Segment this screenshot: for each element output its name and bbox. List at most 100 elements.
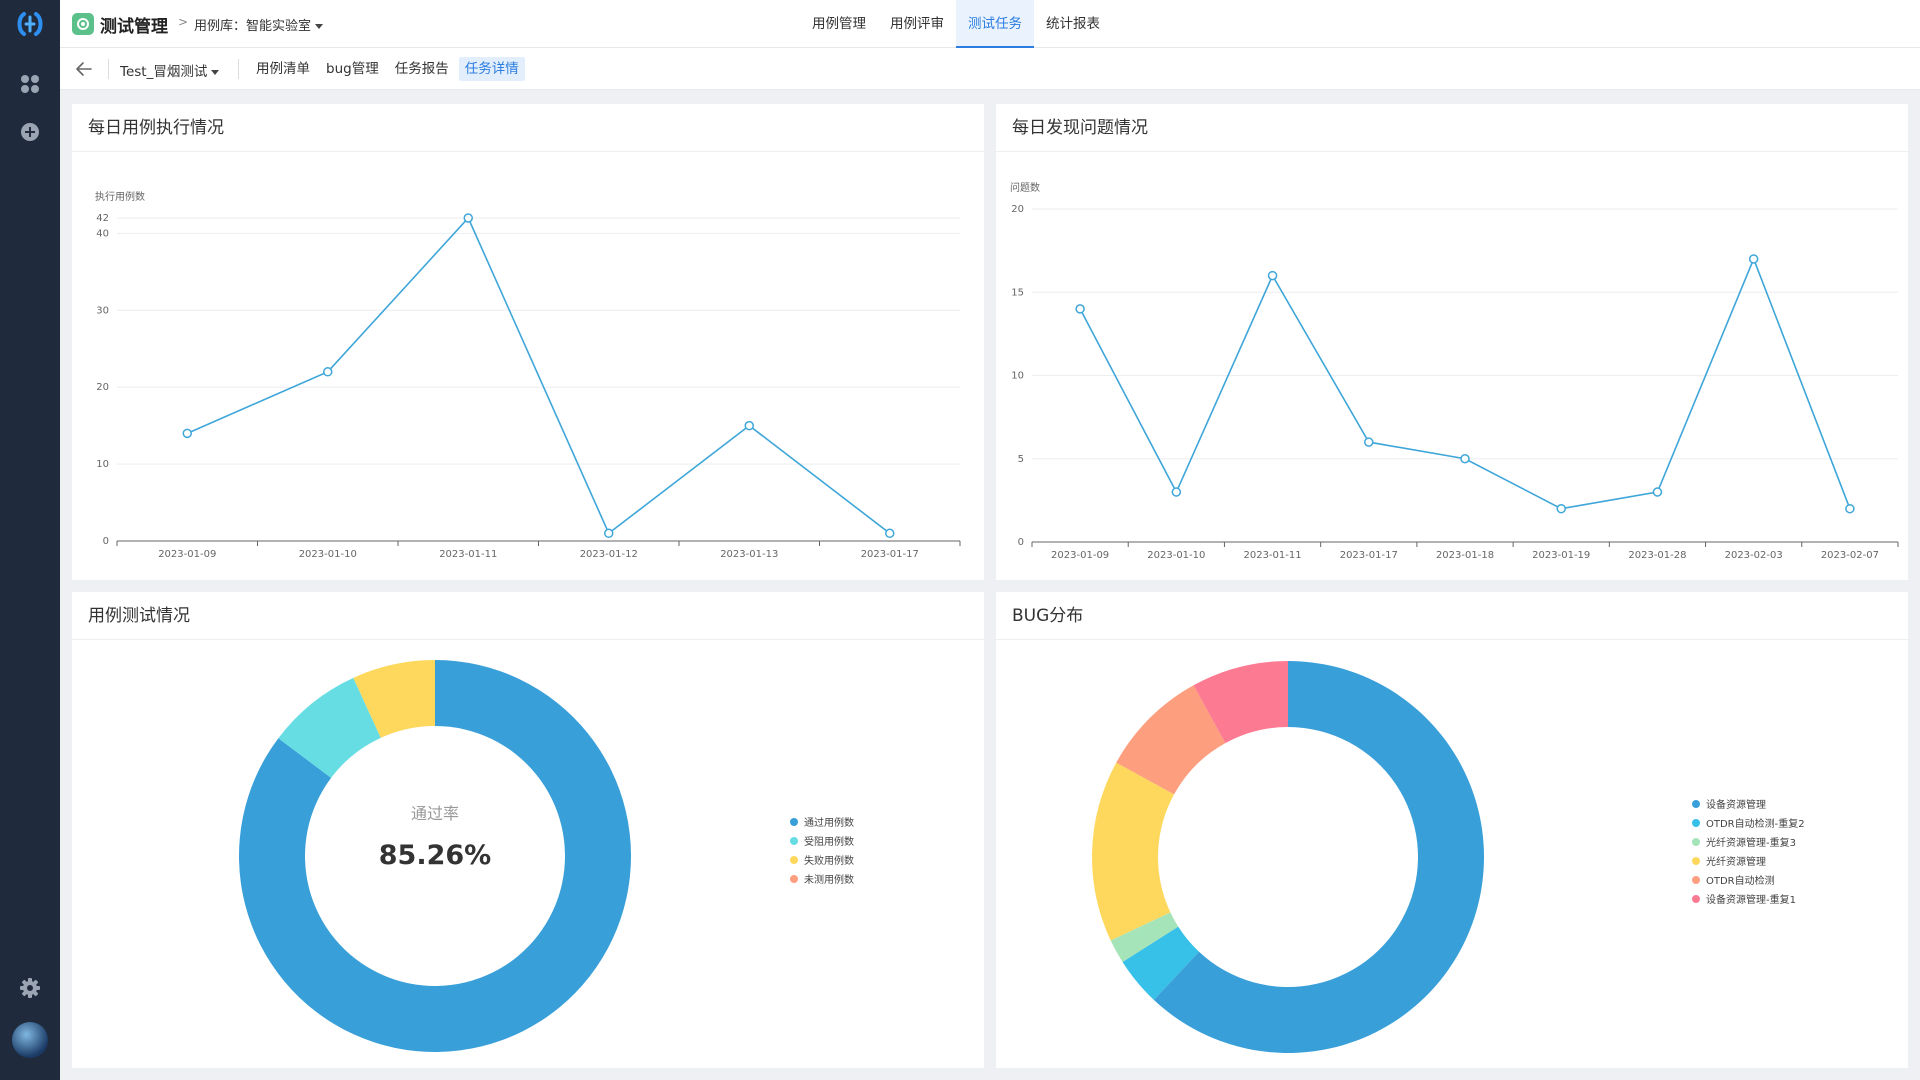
legend-item[interactable]: 受阻用例数	[790, 831, 854, 850]
app-logo-icon[interactable]	[14, 8, 46, 40]
x-tick-label: 2023-01-11	[439, 549, 497, 560]
x-tick-label: 2023-01-18	[1436, 550, 1494, 561]
x-tick-label: 2023-01-09	[1051, 550, 1109, 561]
legend-label: 光纤资源管理	[1706, 857, 1766, 868]
y-tick-label: 20	[1011, 204, 1024, 215]
legend-label: OTDR自动检测	[1706, 876, 1775, 887]
add-circle-icon[interactable]	[18, 120, 42, 144]
donut-slice	[239, 660, 632, 1052]
donut-slice	[1193, 661, 1288, 744]
x-tick-label: 2023-01-10	[1147, 550, 1205, 561]
y-tick-label: 42	[96, 213, 109, 224]
x-tick-label: 2023-01-11	[1243, 550, 1301, 561]
y-tick-label: 15	[1011, 287, 1024, 298]
series-line	[186, 216, 891, 535]
legend-item[interactable]: 光纤资源管理	[1692, 851, 1805, 870]
legend-item[interactable]: 光纤资源管理-重复3	[1692, 832, 1805, 851]
legend-item[interactable]: OTDR自动检测	[1692, 870, 1805, 889]
legend-dot	[1692, 894, 1700, 903]
x-tick-label: 2023-01-19	[1532, 550, 1590, 561]
legend-dot	[790, 874, 798, 883]
daily-bugs-line-chart: 0 5 10 15 20 问题数 2023-01-09 2023-01-10 2023-01-1…	[1010, 181, 1899, 561]
data-point	[1845, 503, 1855, 514]
x-tick-label: 2023-01-28	[1628, 550, 1686, 561]
chevron-down-icon	[315, 24, 324, 29]
breadcrumb-separator: >	[178, 15, 189, 29]
subtab-case-list[interactable]: 用例清单	[256, 61, 310, 77]
legend-dot	[1692, 875, 1700, 884]
y-axis-label: 执行用例数	[95, 190, 145, 203]
tab-case-management[interactable]: 用例管理	[812, 16, 866, 32]
legend-label: 设备资源管理	[1706, 800, 1766, 811]
subtab-task-report[interactable]: 任务报告	[394, 61, 449, 77]
legend-dot	[1692, 799, 1700, 808]
apps-grid-icon[interactable]	[18, 72, 42, 96]
daily-execution-panel: 每日用例执行情况 0 10 20 30 40 42 执行用例数 2023-01-09 2023-…	[72, 104, 984, 580]
bug-distribution-donut-chart	[1092, 661, 1484, 1053]
legend-dot	[790, 836, 798, 845]
legend-dot	[1692, 856, 1700, 865]
legend-dot	[790, 855, 798, 864]
divider	[238, 59, 239, 79]
x-tick-label: 2023-01-09	[158, 549, 216, 560]
bug-distribution-legend: 设备资源管理 OTDR自动检测-重复2 光纤资源管理-重复3 光纤资源管理 OTDR自动…	[1692, 794, 1805, 908]
legend-item[interactable]: 设备资源管理	[1692, 794, 1805, 813]
data-point	[885, 528, 895, 539]
top-bar: 测试管理 > 用例库：智能实验室 用例管理 用例评审 测试任务 统计报表	[60, 0, 1920, 48]
y-tick-label: 20	[96, 382, 109, 393]
back-arrow-icon[interactable]	[74, 59, 94, 79]
legend-dot	[790, 817, 798, 826]
data-point	[744, 420, 754, 431]
data-point	[1267, 270, 1278, 281]
pass-rate-label: 通过率	[410, 804, 459, 823]
legend-dot	[1692, 837, 1700, 846]
data-point	[1075, 304, 1085, 314]
sidebar	[0, 0, 60, 1080]
x-tick-label: 2023-01-13	[720, 549, 778, 560]
x-tick-label: 2023-02-07	[1821, 550, 1879, 561]
legend-item[interactable]: 失败用例数	[790, 850, 854, 869]
main-tabs: 用例管理 用例评审 测试任务 统计报表	[800, 0, 1112, 48]
legend-item[interactable]: OTDR自动检测-重复2	[1692, 813, 1805, 832]
y-axis-label: 问题数	[1010, 181, 1040, 194]
user-avatar[interactable]	[12, 1022, 48, 1058]
donut-slice	[1153, 661, 1484, 1053]
data-point	[1364, 437, 1374, 447]
y-tick-label: 0	[1018, 537, 1024, 548]
subtab-bug-management[interactable]: bug管理	[326, 61, 379, 77]
donut-slice	[1110, 912, 1179, 963]
app-title: 测试管理	[100, 17, 168, 37]
legend-label: 设备资源管理-重复1	[1706, 895, 1796, 906]
data-point	[182, 428, 192, 439]
x-tick-label: 2023-01-10	[299, 549, 357, 560]
case-test-donut-chart	[239, 660, 632, 1052]
chevron-down-icon	[211, 69, 220, 75]
donut-slice	[1116, 685, 1226, 795]
data-point	[323, 367, 333, 377]
pass-rate-center: 通过率 85.26%	[335, 800, 535, 871]
legend-dot	[1692, 818, 1700, 827]
legend-label: 失败用例数	[804, 856, 854, 867]
tab-statistics-report[interactable]: 统计报表	[1046, 16, 1100, 32]
pass-rate-value: 85.26%	[378, 840, 492, 871]
panel-title: 每日发现问题情况	[996, 104, 1908, 152]
tab-test-tasks[interactable]: 测试任务	[956, 0, 1034, 48]
data-point	[1171, 487, 1182, 497]
divider	[108, 59, 109, 79]
legend-item[interactable]: 通过用例数	[790, 812, 854, 831]
data-point	[463, 213, 473, 223]
sub-bar: Test_冒烟测试 用例清单 bug管理 任务报告 任务详情	[60, 48, 1920, 90]
legend-item[interactable]: 未测用例数	[790, 869, 854, 888]
subtab-task-details[interactable]: 任务详情	[458, 57, 525, 81]
case-library-selector[interactable]: 用例库：智能实验室	[194, 15, 324, 34]
legend-item[interactable]: 设备资源管理-重复1	[1692, 889, 1805, 908]
x-tick-label: 2023-02-03	[1725, 550, 1783, 561]
series-line	[1079, 256, 1851, 510]
settings-gear-icon[interactable]	[18, 976, 42, 1000]
y-tick-label: 0	[103, 536, 109, 547]
case-test-panel: 用例测试情况 通过率 85.26% 通过用例数 受阻用例数 失败用例数 未测用例数	[72, 592, 984, 1068]
donut-slice	[1092, 762, 1175, 941]
tab-case-review[interactable]: 用例评审	[890, 16, 944, 32]
y-tick-label: 10	[96, 459, 109, 470]
task-selector[interactable]: Test_冒烟测试	[120, 60, 220, 80]
